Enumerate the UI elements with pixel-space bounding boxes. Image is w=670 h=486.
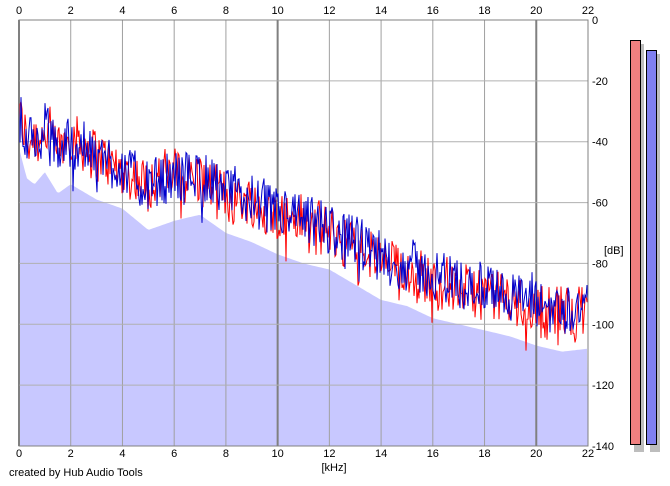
x-tick-label-top: 2 (68, 5, 74, 17)
x-axis-bottom-ticks: 0 2 4 6 8 10 12 14 16 18 20 22 (16, 448, 594, 460)
plot-frame (18, 19, 589, 447)
x-tick-label-bottom: 8 (223, 448, 229, 460)
x-tick-label-top: 14 (375, 5, 387, 17)
spectrum-series (18, 97, 589, 351)
x-tick-label-bottom: 10 (272, 448, 284, 460)
y-tick-label: -120 (592, 380, 614, 392)
y-tick-label: -20 (592, 76, 608, 88)
y-axis-label: [dB] (604, 245, 624, 257)
x-tick-label-bottom: 22 (582, 448, 594, 460)
y-tick-label: -100 (592, 319, 614, 331)
x-tick-label-bottom: 2 (68, 448, 74, 460)
x-axis-label: [kHz] (321, 462, 346, 474)
y-tick-label: -60 (592, 198, 608, 210)
x-tick-label-top: 22 (582, 5, 594, 17)
x-tick-label-bottom: 16 (427, 448, 439, 460)
x-tick-label-top: 6 (171, 5, 177, 17)
x-tick-label-bottom: 6 (171, 448, 177, 460)
credit-text: created by Hub Audio Tools (9, 467, 143, 479)
y-tick-label: -140 (592, 441, 614, 453)
x-tick-label-bottom: 12 (323, 448, 335, 460)
x-tick-label-top: 12 (323, 5, 335, 17)
x-tick-label-bottom: 18 (478, 448, 490, 460)
x-tick-label-bottom: 0 (16, 448, 22, 460)
right-level-meter (646, 50, 657, 445)
x-tick-label-bottom: 20 (530, 448, 542, 460)
x-tick-label-top: 16 (427, 5, 439, 17)
y-tick-label: -40 (592, 137, 608, 149)
spectrum-fill-area (19, 147, 588, 447)
y-tick-label: 0 (592, 15, 598, 27)
x-tick-label-top: 20 (530, 5, 542, 17)
x-tick-label-bottom: 14 (375, 448, 387, 460)
series-line-1 (18, 97, 589, 334)
left-level-meter (630, 40, 641, 445)
x-tick-label-top: 18 (478, 5, 490, 17)
x-tick-label-top: 0 (16, 5, 22, 17)
x-tick-label-bottom: 4 (119, 448, 125, 460)
y-axis-ticks: 0 -20 -40 -60 -80 -100 -120 -140 (592, 15, 614, 453)
x-tick-label-top: 4 (119, 5, 125, 17)
x-tick-label-top: 10 (272, 5, 284, 17)
x-axis-top-ticks: 0 2 4 6 8 10 12 14 16 18 20 22 (16, 5, 594, 17)
x-tick-label-top: 8 (223, 5, 229, 17)
y-tick-label: -80 (592, 258, 608, 270)
